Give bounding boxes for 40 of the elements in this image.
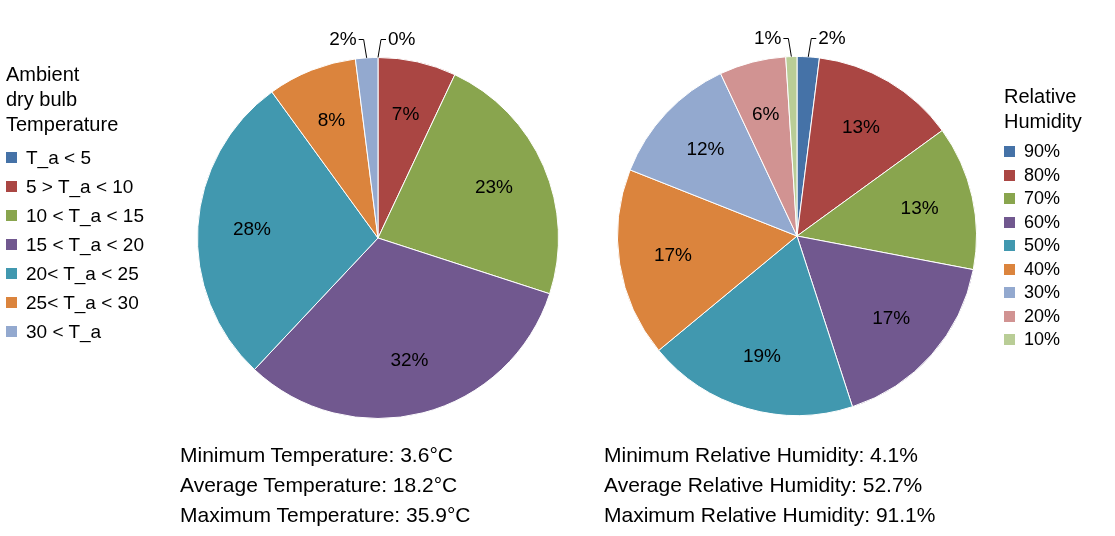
- text: Average Relative Humidity: 52.7%: [604, 472, 924, 498]
- text: Minimum Temperature: 3.6°C: [180, 442, 454, 468]
- data-label: 8%: [317, 108, 346, 130]
- data-label: 17%: [872, 307, 911, 329]
- data-label: 12%: [686, 138, 725, 160]
- legend-label: 60%: [1024, 211, 1061, 233]
- data-label: 1%: [753, 26, 782, 48]
- data-label: 17%: [653, 243, 693, 265]
- data-label: 13%: [841, 116, 881, 138]
- legend-label: 70%: [1024, 188, 1061, 210]
- legend-label: 25< T_a < 30: [26, 291, 139, 314]
- text: Maximum Temperature: 35.9°C: [180, 502, 471, 528]
- data-label: 2%: [329, 27, 357, 49]
- data-label: 13%: [900, 196, 939, 218]
- data-label: 19%: [742, 344, 782, 366]
- legend-label: 10%: [1024, 329, 1061, 351]
- data-label: 23%: [474, 176, 514, 198]
- data-label: 7%: [391, 102, 420, 124]
- legend-label: 40%: [1024, 258, 1061, 280]
- legend-label: 10 < T_a < 15: [26, 204, 144, 227]
- data-label: 2%: [818, 26, 846, 48]
- legend-label: 5 > T_a < 10: [26, 175, 134, 198]
- legend-label: 30 < T_a: [26, 320, 102, 343]
- data-label: 6%: [752, 102, 780, 124]
- legend-title: Ambient dry bulb Temperature: [6, 62, 120, 137]
- legend-label: 50%: [1024, 235, 1061, 257]
- legend-label: 80%: [1024, 164, 1061, 186]
- legend-label: 20%: [1024, 305, 1061, 327]
- data-label: 32%: [390, 348, 429, 370]
- legend-label: T_a < 5: [26, 146, 91, 169]
- legend-label: 15 < T_a < 20: [26, 233, 144, 256]
- data-label: 28%: [232, 218, 272, 240]
- legend-label: 90%: [1024, 141, 1061, 163]
- text: 0%: [388, 27, 416, 49]
- text: Maximum Relative Humidity: 91.1%: [604, 502, 936, 528]
- legend-title: Relative Humidity: [1004, 84, 1083, 134]
- text: Average Temperature: 18.2°C: [180, 472, 459, 498]
- text: Minimum Relative Humidity: 4.1%: [604, 442, 919, 468]
- legend-label: 20< T_a < 25: [26, 262, 139, 285]
- legend-label: 30%: [1024, 282, 1061, 304]
